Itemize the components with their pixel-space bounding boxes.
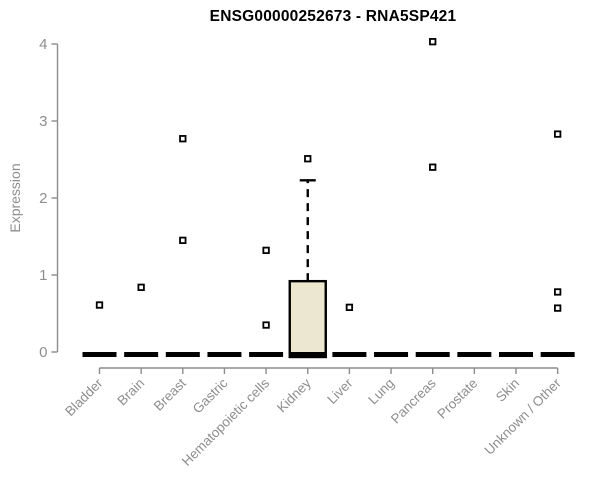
outlier-point <box>304 155 312 163</box>
outlier-point <box>95 301 104 309</box>
x-tick-label: Lung <box>365 376 397 408</box>
median-line <box>374 352 409 357</box>
box <box>288 279 327 359</box>
x-tick-label: Gastric <box>190 375 231 416</box>
median-line <box>249 352 284 357</box>
x-tick-label: Prostate <box>434 376 480 422</box>
median-line <box>540 352 575 357</box>
outlier-point <box>554 288 562 296</box>
outlier-point <box>429 163 437 171</box>
y-tick-label: 3 <box>39 113 47 130</box>
outlier-point <box>429 38 437 46</box>
x-tick-label: Unknown / Other <box>482 375 565 458</box>
median-line <box>165 352 200 357</box>
median-line <box>457 352 492 357</box>
outlier-point <box>262 321 270 329</box>
x-tick-label: Bladder <box>62 375 106 419</box>
median-line <box>332 352 367 357</box>
median-line <box>124 352 159 357</box>
x-tick-label: Skin <box>493 376 522 405</box>
x-tick-label: Brain <box>114 376 147 409</box>
y-tick-label: 4 <box>39 36 47 53</box>
median-line <box>82 352 117 357</box>
x-tick-label: Breast <box>151 375 189 413</box>
outlier-point <box>179 135 187 143</box>
outlier-point <box>179 236 187 245</box>
outlier-point <box>554 130 562 138</box>
median-line <box>207 352 242 357</box>
chart-title: ENSG00000252673 - RNA5SP421 <box>209 8 457 25</box>
outlier-point <box>137 283 145 291</box>
x-tick-label: Kidney <box>274 375 314 415</box>
x-tick-label: Liver <box>324 375 356 407</box>
y-tick-label: 1 <box>39 267 47 284</box>
median-line <box>290 352 325 357</box>
median-line <box>415 352 450 357</box>
y-tick-label: 2 <box>39 190 47 207</box>
outlier-point <box>345 303 354 311</box>
outlier-point <box>262 246 270 255</box>
y-tick-label: 0 <box>39 344 47 361</box>
median-line <box>499 352 533 357</box>
x-tick-label: Pancreas <box>388 375 439 426</box>
outlier-point <box>554 304 562 312</box>
